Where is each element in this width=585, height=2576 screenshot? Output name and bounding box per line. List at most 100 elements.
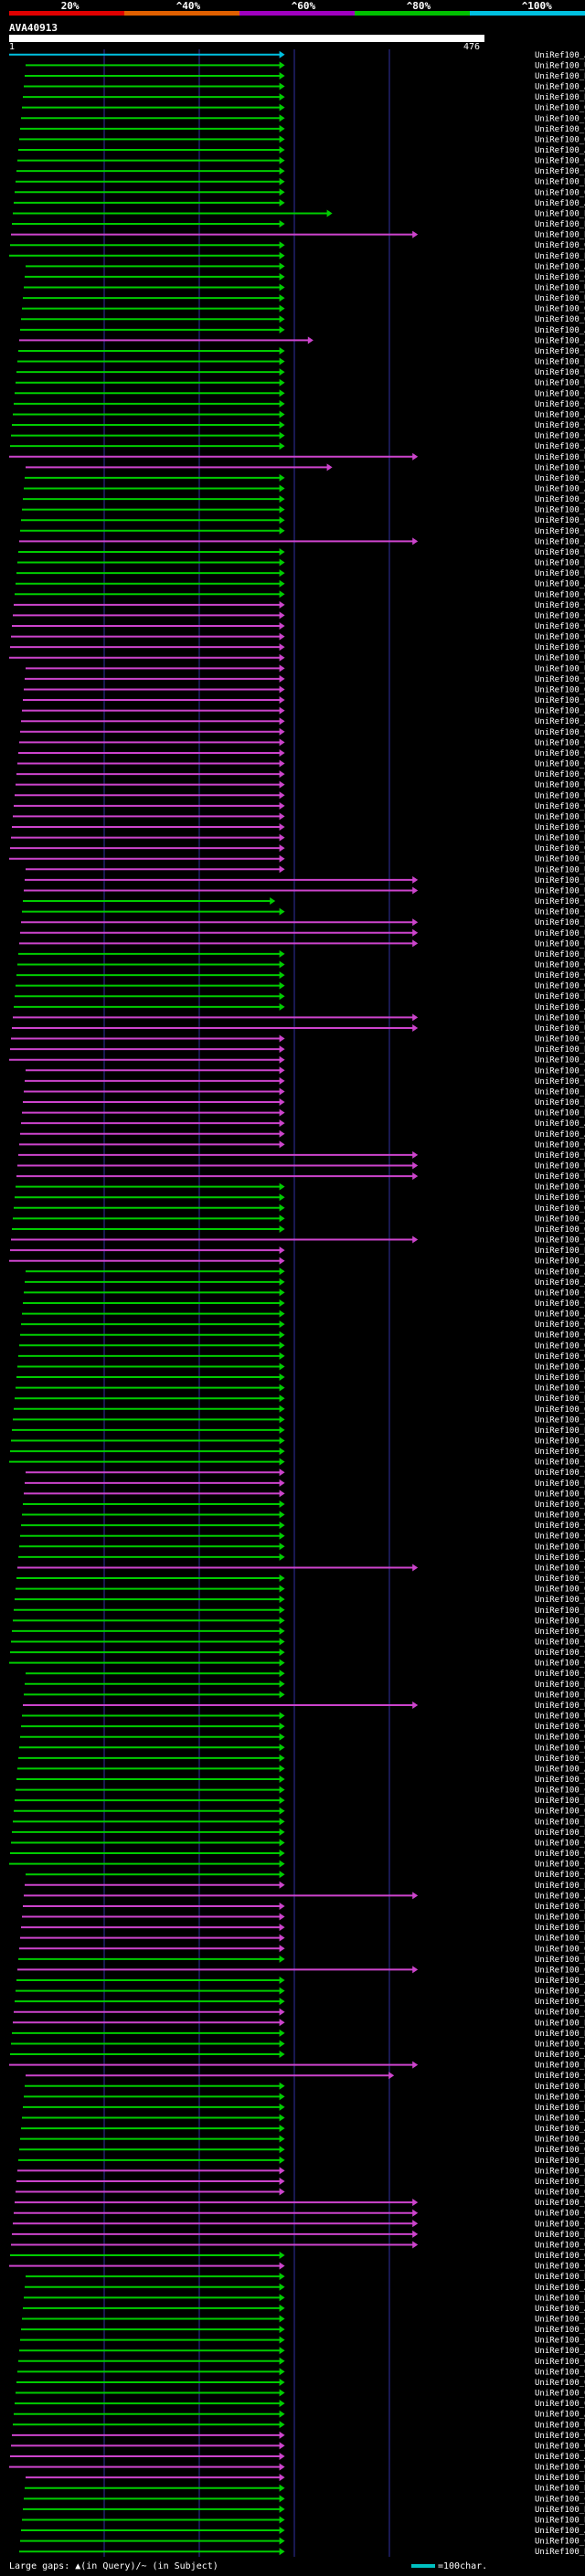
hit-label[interactable]: UniRef100_C6NF99 <box>535 1299 585 1309</box>
hit-label[interactable]: UniRef100_C3YZB9 <box>535 389 585 398</box>
hit-row[interactable]: UniRef100_Q6AHW4 <box>14 1405 585 1415</box>
hit-label[interactable]: UniRef100_Q67827 <box>535 1341 585 1351</box>
hit-row[interactable]: UniRef100_UP1000.. <box>16 780 585 790</box>
hit-label[interactable]: UniRef100_C1ZRW8 <box>535 1574 585 1584</box>
hit-label[interactable]: UniRef100_UP1000.. <box>535 791 585 800</box>
hit-row[interactable]: UniRef100_Q0DWW6 <box>19 1140 585 1150</box>
hit-label[interactable]: UniRef100_B4KHW7 <box>535 1045 585 1055</box>
hit-row[interactable]: UniRef100_C0G0H8 <box>20 1532 585 1542</box>
hit-row[interactable]: UniRef100_B7W7T0 <box>25 1881 585 1891</box>
hit-row[interactable]: UniRef100_Q8XW55 <box>21 1320 585 1330</box>
hit-row[interactable]: UniRef100_B9RGS6 <box>12 220 585 229</box>
hit-label[interactable]: UniRef100_UP1000.. <box>535 294 585 303</box>
hit-label[interactable]: UniRef100_C5X7B7 <box>535 125 585 134</box>
hit-label[interactable]: UniRef100_A0WF77 <box>535 1257 585 1267</box>
hit-label[interactable]: UniRef100_UP1000.. <box>535 886 585 896</box>
hit-label[interactable]: UniRef100_Q2LWR5 <box>535 305 585 314</box>
hit-label[interactable]: UniRef100_C1F3B7 <box>535 400 585 409</box>
hit-label[interactable]: UniRef100_B3E7N4 <box>535 2294 585 2303</box>
hit-label[interactable]: UniRef100_B3S2N4 <box>535 358 585 367</box>
hit-row[interactable]: UniRef100_Q1AXS5 <box>14 1807 585 1817</box>
hit-row[interactable]: UniRef100_Q25VJ3 <box>15 2199 585 2208</box>
hit-row[interactable]: UniRef100_UP1000.. <box>15 791 585 800</box>
hit-row[interactable]: UniRef100_A1U310 <box>17 1362 585 1372</box>
hit-row[interactable]: UniRef100_B4BEE4 <box>22 2516 585 2525</box>
hit-row[interactable]: UniRef100_A0L576 <box>10 442 585 451</box>
hit-row[interactable]: UniRef100_Q0VU21 <box>17 2167 585 2176</box>
hit-label[interactable]: UniRef100_B0SLV4 <box>535 2104 585 2113</box>
hit-label[interactable]: UniRef100_A9WSV0 <box>535 2136 585 2145</box>
hit-label[interactable]: UniRef100_C1D6X6 <box>535 1648 585 1658</box>
hit-row[interactable]: UniRef100_A3Q733 <box>25 1277 585 1288</box>
hit-label[interactable]: UniRef100_Q8BK97 <box>535 696 585 705</box>
hit-label[interactable]: UniRef100_Q6MNF1 <box>535 1627 585 1637</box>
hit-label[interactable]: UniRef100_A5C9P0 <box>535 83 585 92</box>
hit-label[interactable]: UniRef100_A4FCW0 <box>535 484 585 493</box>
hit-label[interactable]: UniRef100_Q4C7G9 <box>535 1659 585 1669</box>
hit-label[interactable]: UniRef100_B9KDL0 <box>535 1606 585 1616</box>
hit-label[interactable]: UniRef100_Q1Y676 <box>535 1511 585 1521</box>
hit-row[interactable]: UniRef100_Q1B4N6 <box>15 1595 585 1605</box>
hit-label[interactable]: UniRef100_C3YZ90 <box>535 1786 585 1796</box>
hit-label[interactable]: UniRef100_Q67872 <box>535 2252 585 2261</box>
hit-row[interactable]: UniRef100_Q73BV5 <box>10 241 585 250</box>
hit-row[interactable]: UniRef100_Q69S35 <box>17 759 585 769</box>
hit-label[interactable]: UniRef100_Q8XW55 <box>535 1320 585 1330</box>
hit-row[interactable]: UniRef100_UP1000.. <box>16 569 585 578</box>
hit-row[interactable]: UniRef100_B0IF77 <box>26 2273 585 2282</box>
hit-label[interactable]: UniRef100_C4QK9Z <box>535 1670 585 1679</box>
hit-label[interactable]: UniRef100_Q1XS39 <box>535 463 585 472</box>
hit-label[interactable]: UniRef100_A1U310 <box>535 1362 585 1372</box>
hit-row[interactable]: UniRef100_UP1000.. <box>9 653 585 663</box>
hit-label[interactable]: UniRef100_Q2SNC6 <box>535 1839 585 1848</box>
hit-label[interactable]: UniRef100_B7QTX7 <box>535 2019 585 2028</box>
hit-row[interactable]: UniRef100_Q0VG88 <box>12 2431 585 2441</box>
hit-row[interactable]: UniRef100_C1UBR1 <box>22 505 585 515</box>
hit-row[interactable]: UniRef100_B4M5Z1 <box>15 992 585 1002</box>
hit-label[interactable]: UniRef100_B4VUM4 <box>535 1680 585 1690</box>
hit-row[interactable]: UniRef100_B1M0M1 <box>15 1394 585 1404</box>
hit-label[interactable]: UniRef100_Q1IAN9 <box>535 1850 585 1859</box>
hit-row[interactable]: UniRef100_Q67827 <box>19 1341 585 1351</box>
hit-row[interactable]: UniRef100_UP1000.. <box>13 2421 585 2430</box>
hit-row[interactable]: UniRef100_Q1XS39 <box>26 463 585 472</box>
hit-label[interactable]: UniRef100_C1MF18 <box>535 2337 585 2346</box>
hit-label[interactable]: UniRef100_B4M5Z1 <box>535 992 585 1002</box>
hit-row[interactable]: UniRef100_C0GHB9 <box>16 1383 585 1394</box>
hit-label[interactable]: UniRef100_Q0Z7R3 <box>535 2210 585 2219</box>
hit-label[interactable]: UniRef100_B4RJ27 <box>535 2030 585 2039</box>
hit-label[interactable]: UniRef100_C3TZ91 <box>535 1776 585 1785</box>
hit-row[interactable]: UniRef100_B9D9U7 <box>13 1818 585 1827</box>
hit-label[interactable]: UniRef100_C0UH71 <box>535 2220 585 2229</box>
hit-row[interactable]: UniRef100_UP1000.. <box>16 378 585 388</box>
hit-label[interactable]: UniRef100_Q6H798 <box>535 104 585 113</box>
hit-label[interactable]: UniRef100_B6GBZ6 <box>535 1542 585 1552</box>
hit-row[interactable]: UniRef100_A5TPY0 <box>9 1055 585 1065</box>
hit-label[interactable]: UniRef100_Q8C1T8 <box>535 738 585 747</box>
hit-row[interactable]: UniRef100_B7K0J4 <box>10 1246 585 1256</box>
hit-row[interactable]: UniRef100_A9WSV0 <box>20 2135 585 2145</box>
hit-row[interactable]: UniRef100_B9GWA6 <box>12 2230 585 2240</box>
hit-row[interactable]: UniRef100_Q1UNE9 <box>19 1744 585 1753</box>
hit-label[interactable]: UniRef100_Q9CVG2 <box>535 2368 585 2377</box>
hit-row[interactable]: UniRef100_Q9RHY0 <box>11 1235 585 1246</box>
hit-row[interactable]: UniRef100_Q0LCP6 <box>18 748 585 758</box>
hit-row[interactable]: UniRef100_Q6H798 <box>22 103 585 113</box>
hit-row[interactable]: UniRef100_B4PSN8 <box>13 209 585 218</box>
hit-row[interactable]: UniRef100_A3UKN8 <box>10 2051 585 2060</box>
hit-row[interactable]: UniRef100_UP1000.. <box>9 854 585 864</box>
hit-row[interactable]: UniRef100_Q9ZR69 <box>21 315 585 324</box>
hit-row[interactable]: UniRef100_A9UUQ0 <box>26 262 585 271</box>
hit-label[interactable]: UniRef100_UP1000.. <box>535 368 585 377</box>
hit-row[interactable]: UniRef100_Q1U2B6 <box>16 1182 585 1193</box>
hit-row[interactable]: UniRef100_UP1000.. <box>23 1701 585 1711</box>
hit-label[interactable]: UniRef100_C1MZY3 <box>535 273 585 282</box>
hit-label[interactable]: UniRef100_C7LMG8 <box>535 1458 585 1468</box>
hit-label[interactable]: UniRef100_B9GWA6 <box>535 2231 585 2240</box>
hit-row[interactable]: UniRef100_UP1000.. <box>18 1150 585 1161</box>
hit-row[interactable]: UniRef100_B9IA56 <box>25 71 585 81</box>
hit-label[interactable]: UniRef100_Q8C141 <box>535 675 585 684</box>
hit-row[interactable]: UniRef100_C5YFG4 <box>21 114 585 123</box>
hit-label[interactable]: UniRef100_UP1000.. <box>535 1956 585 1965</box>
hit-row[interactable]: UniRef100_C6CIU5 <box>26 2072 585 2081</box>
